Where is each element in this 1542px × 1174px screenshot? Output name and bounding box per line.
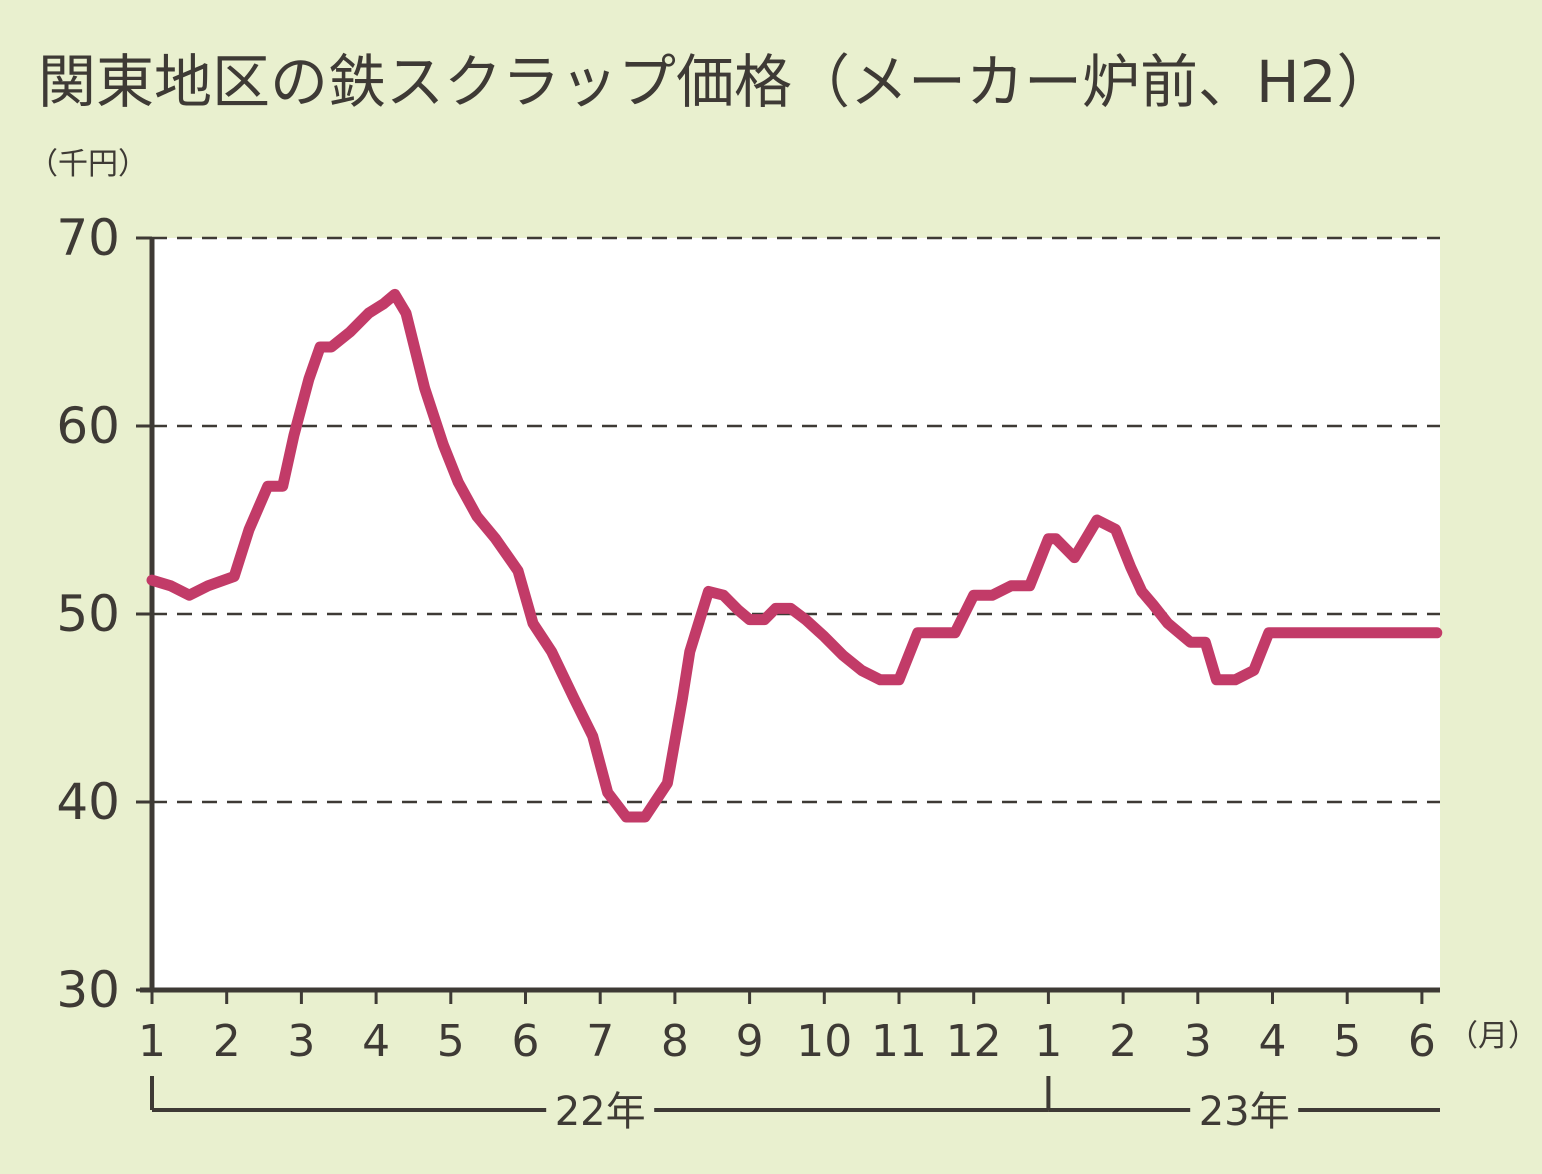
y-tick-label: 50 (56, 585, 120, 643)
x-tick-label: 4 (1259, 1016, 1287, 1067)
y-axis-unit-label: （千円） (28, 147, 148, 182)
y-tick-label: 30 (56, 961, 120, 1019)
x-tick-label: 11 (871, 1016, 927, 1067)
axes (136, 236, 1440, 1004)
x-axis-unit-label: （月） (1448, 1019, 1538, 1054)
x-tick-label: 2 (1109, 1016, 1137, 1067)
year-brackets: 22年 23年 (150, 1076, 1440, 1135)
series-layer (146, 288, 1443, 823)
x-tick-labels: 1 2 3 4 5 6 7 8 9 10 11 12 1 2 3 4 5 6 (138, 1016, 1436, 1067)
x-tick-label: 1 (138, 1016, 166, 1067)
x-tick-label: 3 (287, 1016, 315, 1067)
y-tick-labels: 30 40 50 60 70 (56, 209, 120, 1019)
x-tick-label: 5 (1333, 1016, 1361, 1067)
year-label: 22年 (555, 1089, 646, 1135)
x-tick-label: 5 (437, 1016, 465, 1067)
x-tick-label: 4 (362, 1016, 390, 1067)
x-tick-label: 6 (1408, 1016, 1436, 1067)
x-tick-label: 12 (946, 1016, 1002, 1067)
series-line (146, 288, 1443, 823)
year-label: 23年 (1199, 1089, 1290, 1135)
x-tick-label: 7 (586, 1016, 614, 1067)
x-tick-label: 8 (661, 1016, 689, 1067)
x-tick-label: 10 (796, 1016, 852, 1067)
x-tick-label: 3 (1184, 1016, 1212, 1067)
y-tick-label: 60 (56, 397, 120, 455)
x-tick-label: 6 (512, 1016, 540, 1067)
chart-title: 関東地区の鉄スクラップ価格（メーカー炉前、H2） (38, 48, 1395, 116)
x-tick-label: 9 (736, 1016, 764, 1067)
x-tick-label: 1 (1034, 1016, 1062, 1067)
x-tick-label: 2 (213, 1016, 241, 1067)
y-tick-label: 40 (56, 773, 120, 831)
y-tick-label: 70 (56, 209, 120, 267)
gridlines (152, 236, 1440, 804)
